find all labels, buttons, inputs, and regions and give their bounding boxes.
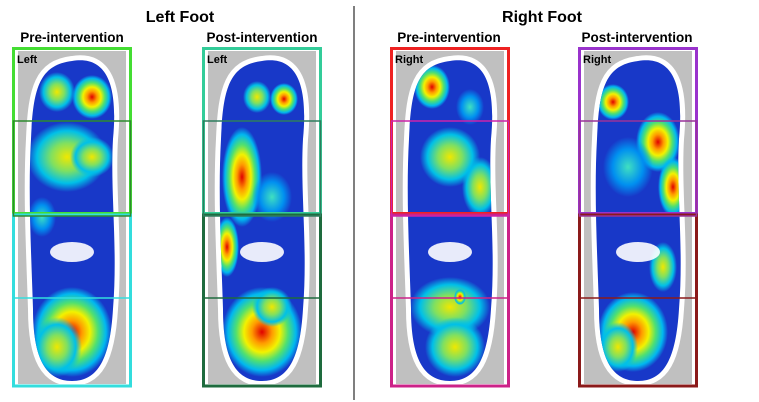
panel-heading: Pre-intervention	[397, 30, 501, 45]
right-foot-title: Right Foot	[502, 9, 583, 26]
pressure-spot	[603, 137, 653, 197]
heat	[407, 60, 493, 381]
panel-label: Right	[583, 54, 611, 66]
box-bottom	[202, 213, 322, 388]
pressure-map: Left	[202, 47, 322, 388]
no-contact	[240, 242, 284, 262]
pressure-spot	[454, 289, 466, 305]
pressure-spot	[243, 81, 271, 113]
pressure-map: Right	[578, 47, 698, 388]
box-bottom	[390, 213, 510, 388]
no-contact	[428, 242, 472, 262]
pressure-spot	[29, 197, 56, 237]
pressure-spot	[456, 89, 484, 125]
box-bottom	[578, 213, 698, 388]
no-contact	[50, 242, 94, 262]
pressure-spot	[222, 127, 262, 227]
pressure-spot	[462, 157, 493, 217]
left-foot-title: Left Foot	[146, 9, 215, 26]
panels: Pre-intervention Left Post-intervention Lef…	[12, 30, 698, 388]
pressure-spot	[425, 317, 485, 377]
pressure-spot	[598, 322, 638, 372]
no-contact	[616, 242, 660, 262]
box-mid	[390, 120, 510, 217]
pressure-spot	[597, 84, 629, 120]
panel-heading: Pre-intervention	[20, 30, 124, 45]
box-mid	[202, 120, 322, 217]
box-mid	[12, 120, 132, 217]
pressure-spot	[252, 172, 292, 222]
pressure-map: Right	[390, 47, 510, 388]
panel-heading: Post-intervention	[581, 30, 692, 45]
pressure-spot	[414, 65, 450, 109]
panel-label: Left	[17, 54, 38, 66]
heat	[219, 60, 305, 381]
pressure-spot	[270, 83, 298, 115]
pressure-spot	[252, 287, 292, 327]
panel-heading: Post-intervention	[206, 30, 317, 45]
pressure-map: Left	[12, 47, 132, 388]
box-mid	[578, 120, 698, 217]
box-bottom	[12, 213, 132, 388]
pressure-spot	[70, 137, 114, 177]
pressure-spot	[72, 75, 112, 119]
pressure-spot	[32, 317, 82, 377]
pressure-spot	[39, 72, 75, 112]
panel-label: Right	[395, 54, 423, 66]
heat	[29, 60, 115, 381]
panel-label: Left	[207, 54, 228, 66]
